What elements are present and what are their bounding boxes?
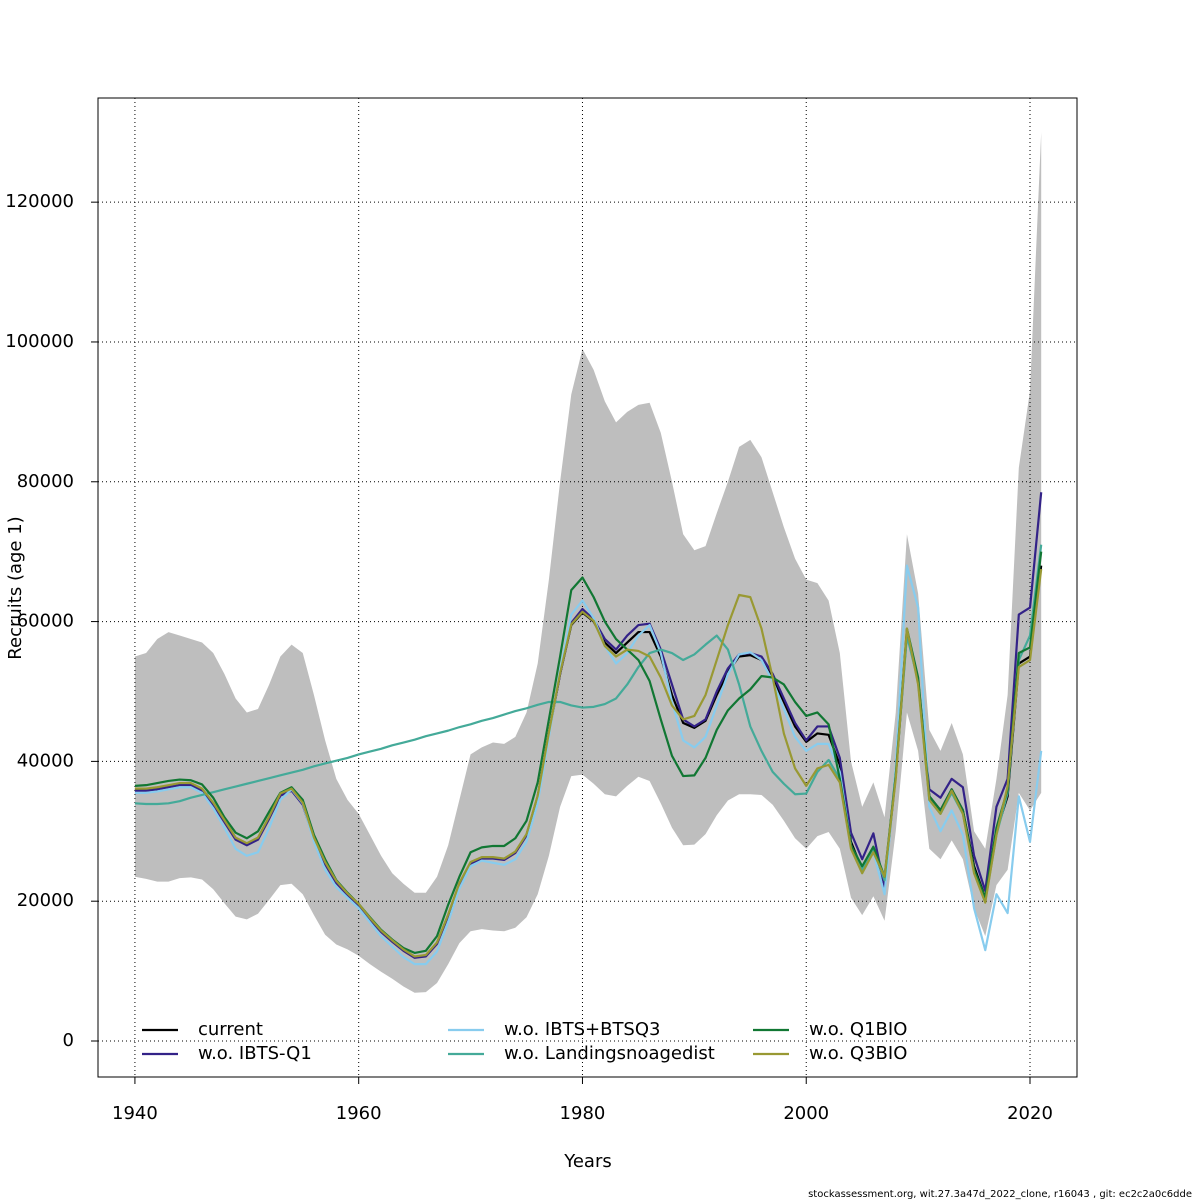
x-tick-label: 1980 bbox=[560, 1103, 606, 1124]
footer: stockassessment.org, wit.27.3a47d_2022_c… bbox=[808, 1189, 1192, 1200]
x-axis-label: Years bbox=[563, 1151, 612, 1172]
x-tick-label: 1960 bbox=[336, 1103, 382, 1124]
y-tick-label: 20000 bbox=[17, 890, 74, 911]
legend-label: w.o. Q1BIO bbox=[809, 1019, 907, 1040]
legend-label: current bbox=[198, 1019, 263, 1040]
y-tick-label: 80000 bbox=[17, 471, 74, 492]
y-tick-label: 60000 bbox=[17, 611, 74, 632]
legend-label: w.o. IBTS+BTSQ3 bbox=[504, 1019, 660, 1040]
x-tick-label: 2020 bbox=[1007, 1103, 1053, 1124]
plot-frame bbox=[97, 97, 1078, 1078]
y-tick-label: 120000 bbox=[5, 191, 74, 212]
y-tick-label: 0 bbox=[63, 1030, 74, 1051]
x-tick-label: 1940 bbox=[112, 1103, 158, 1124]
y-axis-label: Recruits (age 1) bbox=[5, 516, 26, 659]
confidence-band bbox=[134, 132, 1042, 993]
y-tick-label: 100000 bbox=[5, 331, 74, 352]
series-line bbox=[134, 569, 1043, 958]
y-tick-label: 40000 bbox=[17, 750, 74, 771]
legend-label: w.o. IBTS-Q1 bbox=[198, 1043, 312, 1064]
legend-label: w.o. Q3BIO bbox=[809, 1043, 907, 1064]
legend-label: w.o. Landingsnoagedist bbox=[504, 1043, 715, 1064]
x-tick-label: 2000 bbox=[783, 1103, 829, 1124]
